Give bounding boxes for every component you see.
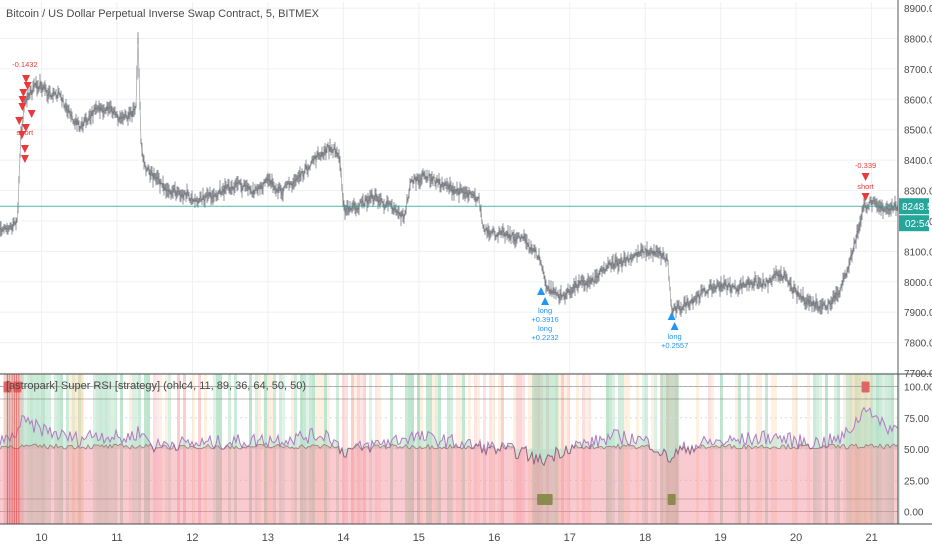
- sell-arrow: [861, 173, 870, 181]
- x-tick-label: 17: [564, 532, 576, 544]
- sell-arrow: [861, 193, 870, 201]
- rsi-tick-label: 0.00: [904, 508, 924, 519]
- countdown-label: 02:54: [905, 219, 930, 230]
- buy-arrow: [667, 312, 676, 320]
- price-tick-label: 8500.0: [904, 126, 932, 137]
- price-tick-label: 8800.0: [904, 34, 932, 45]
- sell-arrow: [17, 131, 26, 139]
- signal-markers: -0.1432short-0.339shortlong+0.3916long+0…: [3, 60, 876, 524]
- x-tick-label: 11: [111, 532, 122, 544]
- x-tick-label: 19: [715, 532, 727, 544]
- indicator-title: [astropark] Super RSI [strategy] (ohlc4,…: [6, 380, 307, 392]
- rsi-tick-label: 75.00: [904, 414, 929, 425]
- buy-label: +0.2557: [661, 341, 688, 350]
- price-line: [0, 38, 899, 315]
- buy-arrow: [670, 322, 679, 330]
- rsi-tag: [544, 494, 553, 505]
- x-tick-label: 21: [865, 532, 877, 544]
- buy-arrow: [541, 297, 550, 305]
- buy-label: +0.3916: [531, 315, 558, 324]
- buy-label: long: [538, 306, 552, 315]
- buy-arrow: [537, 287, 546, 295]
- price-tick-label: 7800.0: [904, 339, 932, 350]
- price-tick-label: 8300.0: [904, 187, 932, 198]
- rsi-tick-label: 100.00: [904, 383, 932, 394]
- price-tick-label: 8600.0: [904, 95, 932, 106]
- last-price-label: 8248.5: [902, 202, 932, 213]
- last-price-badge: [899, 198, 929, 215]
- x-tick-label: 14: [337, 532, 349, 544]
- sell-arrow: [21, 124, 30, 132]
- rsi-tag: [667, 494, 676, 505]
- rsi-tag: [861, 381, 870, 393]
- sell-arrow: [27, 110, 36, 118]
- sell-label: -0.1432: [12, 60, 37, 69]
- price-tick-label: 7900.0: [904, 308, 932, 319]
- buy-label: long: [538, 324, 552, 333]
- sell-arrow: [19, 89, 28, 97]
- sell-arrow: [18, 103, 27, 111]
- rsi-tick-label: 25.00: [904, 476, 929, 487]
- buy-label: long: [668, 332, 682, 341]
- sell-label: -0.339: [855, 161, 876, 170]
- price-plot: [0, 32, 899, 319]
- x-tick-label: 10: [35, 532, 47, 544]
- sell-arrow: [22, 75, 31, 83]
- buy-label: +0.2232: [531, 333, 558, 342]
- x-tick-label: 12: [186, 532, 198, 544]
- x-tick-label: 15: [413, 532, 425, 544]
- sell-arrow: [20, 155, 29, 163]
- x-tick-label: 16: [488, 532, 500, 544]
- price-tick-label: 8400.0: [904, 156, 932, 167]
- countdown-badge: [899, 215, 929, 232]
- price-tick-label: 8000.0: [904, 278, 932, 289]
- price-tick-label: 8700.0: [904, 65, 932, 76]
- sell-label: short: [857, 182, 875, 191]
- rsi-bear-fill: [0, 444, 898, 524]
- sell-arrow: [20, 145, 29, 153]
- symbol-title: Bitcoin / US Dollar Perpetual Inverse Sw…: [6, 8, 320, 20]
- sell-label: short: [17, 128, 35, 137]
- sell-arrow: [15, 117, 24, 125]
- rsi-tag: [537, 494, 546, 505]
- x-tick-label: 20: [790, 532, 802, 544]
- rsi-line: [0, 406, 899, 467]
- price-tick-label: 8100.0: [904, 247, 932, 258]
- x-tick-label: 18: [639, 532, 651, 544]
- rsi-signal-line: [0, 443, 899, 467]
- sell-arrow: [18, 96, 27, 104]
- rsi-area: [0, 407, 898, 466]
- rsi-tick-label: 50.00: [904, 445, 929, 456]
- rsi-grid: [0, 386, 898, 512]
- price-tick-label: 8900.0: [904, 4, 932, 15]
- x-tick-label: 13: [262, 532, 274, 544]
- sell-arrow: [23, 82, 32, 90]
